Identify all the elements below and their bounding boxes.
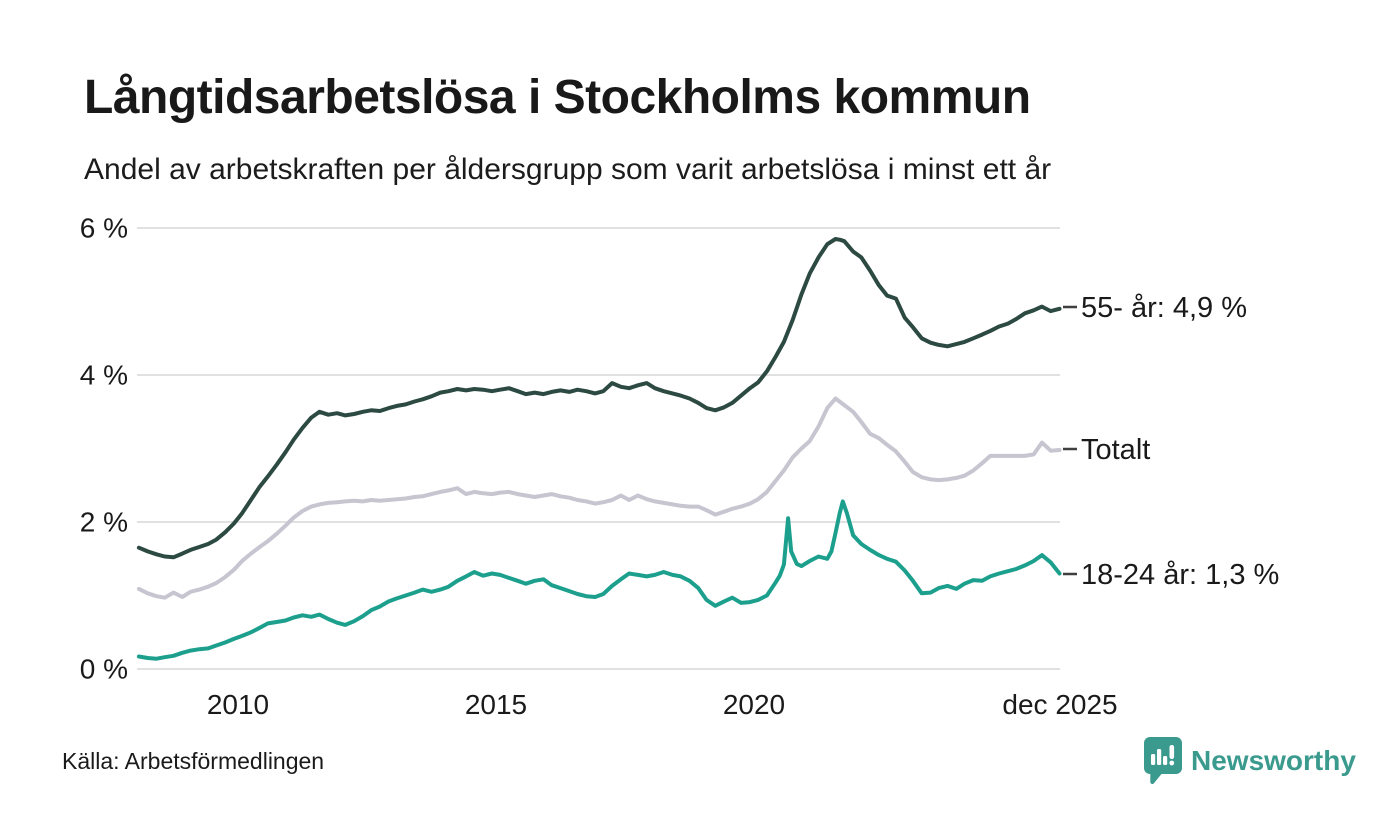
series-label-55plus: 55- år: 4,9 %: [1081, 292, 1247, 324]
source-credit: Källa: Arbetsförmedlingen: [62, 748, 325, 774]
series-line-total: [136, 396, 1062, 600]
y-tick-4pct: 4 %: [80, 360, 128, 391]
y-tick-6pct: 6 %: [80, 213, 128, 244]
page-title: Långtidsarbetslösa i Stockholms kommun: [84, 71, 1031, 124]
gridlines: [137, 227, 1060, 670]
series-line-18-24: [136, 499, 1062, 661]
series-label-total: Totalt: [1081, 434, 1150, 466]
x-tick-2020: 2020: [723, 689, 785, 720]
x-tick-dec-2025: dec 2025: [1002, 689, 1117, 720]
series-lines: [136, 237, 1062, 661]
y-tick-2pct: 2 %: [80, 507, 128, 538]
x-tick-2010: 2010: [207, 689, 269, 720]
series-label-18-24: 18-24 år: 1,3 %: [1081, 559, 1279, 591]
end-label-ticks: [1063, 305, 1077, 576]
newsworthy-logo: Newsworthy: [1144, 737, 1356, 785]
y-tick-0pct: 0 %: [80, 654, 128, 685]
bar-chart-glyph: [1151, 745, 1175, 766]
series-line-55plus: [136, 237, 1062, 560]
newsworthy-pin-icon: [1144, 737, 1182, 785]
x-tick-2015: 2015: [465, 689, 527, 720]
newsworthy-wordmark: Newsworthy: [1191, 745, 1356, 776]
chart-subtitle: Andel av arbetskraften per åldersgrupp s…: [84, 153, 1052, 186]
